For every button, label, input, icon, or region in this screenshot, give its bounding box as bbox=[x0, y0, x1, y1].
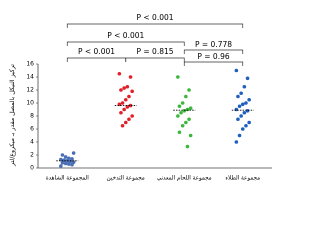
y-tick-label: 10 bbox=[26, 100, 34, 107]
point bbox=[180, 101, 185, 105]
point bbox=[127, 94, 131, 99]
p-value-label: P = 0.96 bbox=[197, 52, 230, 61]
point bbox=[177, 130, 182, 135]
point bbox=[247, 120, 251, 125]
point bbox=[120, 123, 125, 128]
significance-bracket bbox=[183, 49, 244, 54]
y-tick-label: 12 bbox=[26, 87, 34, 94]
point bbox=[188, 133, 193, 138]
point bbox=[63, 155, 68, 159]
point bbox=[70, 162, 74, 167]
point bbox=[119, 110, 123, 115]
point bbox=[244, 123, 248, 128]
point bbox=[185, 107, 190, 112]
y-axis-label: تركيز النيكل بالمصل مقدر بـ ميكروغ/لتر bbox=[9, 64, 16, 167]
point bbox=[236, 94, 240, 99]
point bbox=[60, 153, 65, 157]
significance-bracket bbox=[66, 23, 244, 28]
y-tick-label: 8 bbox=[30, 113, 34, 120]
point bbox=[70, 157, 74, 161]
significance-bracket bbox=[183, 61, 244, 66]
point bbox=[184, 94, 188, 99]
point bbox=[62, 158, 66, 162]
p-value-label: P < 0.001 bbox=[107, 31, 144, 40]
point bbox=[234, 107, 239, 112]
y-tick-label: 4 bbox=[30, 139, 34, 146]
point bbox=[187, 117, 191, 122]
point bbox=[68, 159, 73, 164]
point bbox=[123, 97, 128, 102]
point bbox=[177, 104, 182, 109]
point bbox=[125, 84, 130, 89]
x-tick-label: المجموعة الشاهدة bbox=[46, 176, 90, 182]
point bbox=[242, 110, 247, 115]
p-value-label: P < 0.001 bbox=[78, 47, 115, 56]
p-value-label: P < 0.001 bbox=[136, 13, 173, 22]
point bbox=[237, 104, 242, 109]
point bbox=[120, 101, 125, 105]
x-tick-label: مجموعة الطلاء bbox=[225, 176, 260, 182]
point bbox=[176, 75, 180, 79]
point bbox=[247, 97, 251, 102]
point bbox=[237, 133, 242, 138]
p-value-label: P = 0.778 bbox=[195, 40, 232, 49]
point bbox=[242, 84, 247, 89]
point bbox=[119, 88, 123, 92]
point bbox=[244, 101, 248, 105]
point bbox=[239, 114, 243, 118]
point bbox=[179, 110, 183, 115]
chart: تركيز النيكل بالمصل مقدر بـ ميكروغ/لتر 0… bbox=[9, 13, 272, 182]
point bbox=[122, 86, 126, 90]
point bbox=[234, 68, 239, 73]
point bbox=[71, 151, 76, 155]
point bbox=[234, 140, 239, 144]
point bbox=[240, 127, 245, 131]
point bbox=[122, 107, 126, 112]
point bbox=[67, 162, 71, 166]
point bbox=[63, 161, 68, 166]
significance-bracket bbox=[66, 41, 185, 46]
x-tick-label: مجموعة التدخين bbox=[107, 176, 145, 182]
significance-bracket bbox=[66, 57, 127, 62]
point bbox=[128, 75, 133, 79]
x-tick-label: مجموعة اللحام المعدني bbox=[157, 176, 212, 182]
y-tick-label: 14 bbox=[26, 74, 34, 81]
point bbox=[67, 156, 71, 161]
y-tick-label: 6 bbox=[30, 126, 34, 133]
point bbox=[236, 117, 240, 122]
point bbox=[185, 144, 190, 149]
point bbox=[130, 89, 134, 94]
point bbox=[130, 114, 134, 118]
point bbox=[240, 102, 245, 107]
y-tick-label: 16 bbox=[26, 61, 34, 68]
y-tick-label: 2 bbox=[30, 152, 34, 159]
point bbox=[245, 109, 250, 113]
point bbox=[176, 114, 180, 118]
significance-bracket bbox=[125, 57, 185, 62]
point bbox=[59, 164, 63, 168]
point bbox=[180, 123, 185, 128]
y-tick-label: 0 bbox=[30, 165, 34, 172]
point bbox=[128, 103, 133, 108]
point bbox=[60, 161, 65, 165]
point bbox=[187, 88, 191, 92]
point bbox=[239, 91, 243, 96]
point bbox=[182, 109, 187, 113]
point bbox=[117, 71, 122, 76]
point bbox=[123, 120, 128, 125]
point bbox=[245, 76, 250, 81]
point bbox=[127, 117, 131, 122]
point bbox=[188, 106, 193, 110]
p-value-label: P = 0.815 bbox=[136, 47, 173, 56]
point bbox=[184, 120, 188, 125]
